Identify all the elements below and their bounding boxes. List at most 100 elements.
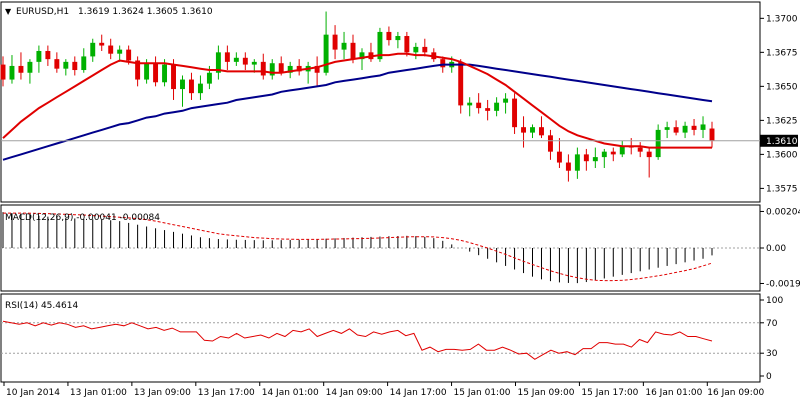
candle-body bbox=[135, 60, 141, 80]
candle-body bbox=[189, 79, 194, 94]
candle-body bbox=[314, 65, 320, 73]
candle-body bbox=[574, 154, 580, 171]
candle-body bbox=[709, 128, 715, 141]
candle-body bbox=[269, 63, 275, 76]
candle-body bbox=[296, 65, 302, 72]
macd-title: MACD(12,26,9) -0.00041 -0.00084 bbox=[5, 213, 160, 223]
macd-signal-line bbox=[3, 212, 713, 282]
time-tick-label: 15 Jan 17:00 bbox=[581, 388, 638, 398]
rsi-panel[interactable]: 100 70 30 0 RSI(14) 45.4614 bbox=[0, 293, 783, 383]
candle-body bbox=[81, 56, 87, 71]
candle-body bbox=[197, 83, 203, 94]
candle-body bbox=[126, 49, 132, 61]
time-tick-label: 16 Jan 01:00 bbox=[645, 388, 702, 398]
candle-body bbox=[341, 42, 347, 50]
candle-body bbox=[251, 61, 257, 65]
price-tick-label: 1.3675 bbox=[766, 48, 798, 58]
candle-body bbox=[90, 42, 96, 57]
candle-body bbox=[494, 102, 500, 111]
candle-body bbox=[547, 135, 553, 152]
candle-body bbox=[583, 154, 589, 162]
macd-tick-label: -0.00198 bbox=[766, 279, 800, 289]
candle-body bbox=[539, 127, 544, 136]
candle-body bbox=[646, 151, 652, 158]
candle-body bbox=[332, 34, 338, 50]
price-axis: 1.3700 1.3675 1.3650 1.3625 1.3600 1.3575 bbox=[760, 14, 798, 194]
time-tick-label: 13 Jan 09:00 bbox=[134, 388, 191, 398]
current-price-tag: 1.3610 bbox=[760, 134, 798, 147]
candle-body bbox=[610, 151, 616, 155]
rsi-tick-label: 100 bbox=[766, 296, 783, 306]
candle-body bbox=[619, 146, 625, 155]
candle-body bbox=[485, 108, 491, 111]
candle-body bbox=[215, 52, 221, 73]
candle-body bbox=[323, 34, 329, 73]
candle-body bbox=[592, 157, 598, 162]
price-panel-frame bbox=[0, 1, 761, 203]
candle-body bbox=[18, 65, 24, 73]
candle-body bbox=[565, 162, 571, 171]
rsi-tick-label: 0 bbox=[766, 372, 772, 382]
candle-body bbox=[458, 61, 464, 106]
current-price-label: 1.3610 bbox=[766, 137, 798, 147]
candle-body bbox=[700, 124, 706, 130]
macd-tick-label: 0.00204 bbox=[766, 207, 800, 217]
candle-body bbox=[260, 61, 266, 76]
chart-title-symbol: ▼ EURUSD,H1 1.3619 1.3624 1.3605 1.3610 bbox=[5, 7, 213, 17]
price-tick-label: 1.3625 bbox=[766, 116, 798, 126]
time-tick-label: 16 Jan 09:00 bbox=[707, 388, 764, 398]
rsi-tick-label: 30 bbox=[766, 349, 778, 359]
candle-body bbox=[9, 65, 15, 80]
candle-body bbox=[162, 64, 168, 83]
time-axis: 10 Jan 2014 13 Jan 01:00 13 Jan 09:00 13 Ja… bbox=[3, 382, 765, 398]
ohlc-values: 1.3619 1.3624 1.3605 1.3610 bbox=[78, 7, 213, 17]
time-tick-label: 15 Jan 01:00 bbox=[454, 388, 511, 398]
rsi-title: RSI(14) 45.4614 bbox=[5, 301, 78, 311]
price-tick-label: 1.3700 bbox=[766, 14, 798, 24]
candle-body bbox=[467, 102, 473, 106]
triangle-down-icon: ▼ bbox=[5, 7, 12, 16]
candle-body bbox=[691, 125, 697, 130]
macd-axis: 0.00204 0.00 -0.00198 bbox=[760, 207, 800, 289]
candle-body bbox=[440, 59, 446, 68]
candle-body bbox=[601, 151, 607, 158]
candle-body bbox=[99, 42, 105, 46]
candle-body bbox=[224, 52, 230, 62]
candle-body bbox=[556, 151, 562, 163]
macd-histogram bbox=[2, 212, 713, 284]
candle-body bbox=[108, 45, 114, 54]
price-tick-label: 1.3600 bbox=[766, 150, 798, 160]
candle-body bbox=[413, 46, 419, 53]
candle-body bbox=[117, 49, 123, 54]
candle-body bbox=[171, 64, 176, 90]
candle-body bbox=[359, 52, 365, 60]
candle-body bbox=[153, 63, 159, 83]
candle-body bbox=[476, 102, 482, 109]
price-panel[interactable]: 1.3700 1.3675 1.3650 1.3625 1.3600 1.3575 1.3… bbox=[0, 1, 798, 203]
candle-body bbox=[45, 50, 51, 60]
rsi-axis: 100 70 30 0 bbox=[760, 296, 783, 382]
rsi-tick-label: 70 bbox=[766, 319, 778, 329]
symbol-timeframe: EURUSD,H1 bbox=[16, 7, 69, 17]
candle-body bbox=[0, 64, 6, 80]
time-tick-label: 14 Jan 01:00 bbox=[262, 388, 319, 398]
candle-body bbox=[664, 127, 670, 130]
price-tick-label: 1.3650 bbox=[766, 82, 798, 92]
macd-panel[interactable]: 0.00204 0.00 -0.00198 MACD(12,26,9) -0.000… bbox=[0, 204, 800, 292]
candle-body bbox=[54, 59, 60, 69]
candle-body bbox=[386, 31, 392, 41]
rsi-line bbox=[2, 320, 713, 360]
candle-body bbox=[242, 57, 248, 65]
candle-body bbox=[530, 127, 535, 133]
candle-body bbox=[36, 50, 42, 62]
rsi-panel-frame bbox=[0, 293, 761, 383]
candle-body bbox=[673, 127, 679, 133]
candle-body bbox=[27, 61, 33, 73]
candle-body bbox=[422, 46, 428, 53]
current-price-box bbox=[760, 134, 798, 147]
slow-ma-line bbox=[2, 63, 713, 161]
time-tick-label: 13 Jan 01:00 bbox=[70, 388, 127, 398]
